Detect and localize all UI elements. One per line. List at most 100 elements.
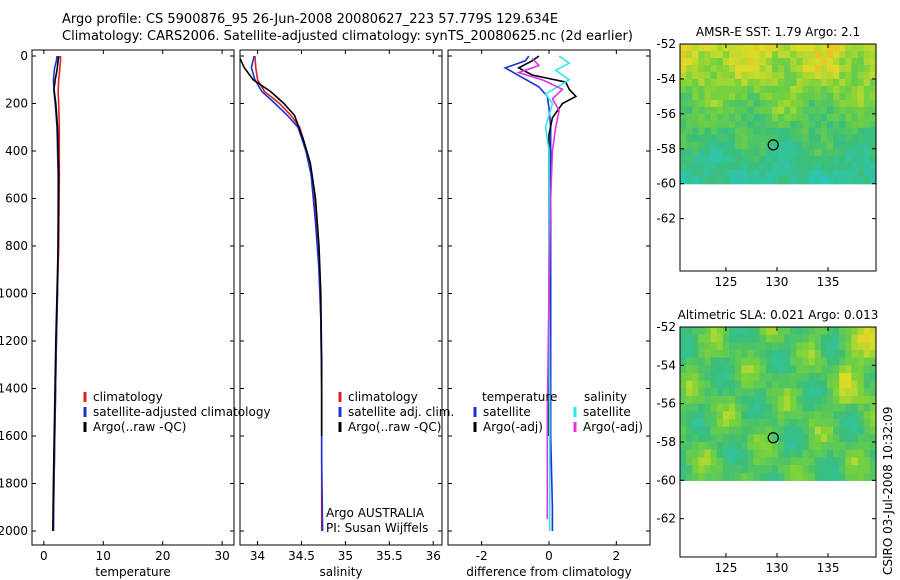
amsr_sst-heat-cell <box>680 169 687 178</box>
altimetric_sla-heat-cell <box>857 457 865 466</box>
altimetric_sla-heat-cell <box>802 357 810 366</box>
altimetric_sla-heat-cell <box>729 334 736 343</box>
amsr_sst-heat-cell <box>784 134 791 143</box>
amsr_sst-heat-cell <box>729 92 736 101</box>
altimetric_sla-heat-cell <box>845 373 853 382</box>
amsr_sst-heat-cell <box>771 169 779 178</box>
altimetric_sla-heat-cell <box>759 334 767 343</box>
altimetric_sla-heat-cell <box>827 396 834 405</box>
depth-tick-label-400: 400 <box>5 144 28 158</box>
altimetric_sla-heat-cell <box>863 380 871 389</box>
altimetric_sla-heat-cell <box>735 388 742 397</box>
amsr_sst-heat-cell <box>686 141 693 150</box>
amsr_sst-heat-cell <box>802 155 810 164</box>
altimetric_sla-heat-cell <box>869 373 877 382</box>
altimetric_sla-heat-cell <box>710 373 718 382</box>
altimetric_sla-heat-cell <box>820 380 828 389</box>
altimetric_sla-heat-cell <box>814 434 822 443</box>
amsr_sst-heat-cell <box>753 106 761 115</box>
amsr_sst-heat-cell <box>796 141 804 150</box>
amsr_sst-heat-cell <box>704 92 712 101</box>
amsr_sst-heat-cell <box>790 141 797 150</box>
altimetric_sla-heat-cell <box>790 373 797 382</box>
amsr_sst-heat-cell <box>863 120 871 129</box>
amsr_sst-heat-cell <box>710 50 718 59</box>
amsr_sst-heat-cell <box>802 78 810 87</box>
altimetric_sla-heat-cell <box>722 403 730 412</box>
amsr_sst-heat-cell <box>869 50 877 59</box>
amsr_sst-heat-cell <box>808 141 816 150</box>
amsr_sst-heat-cell <box>857 148 865 157</box>
altimetric_sla-heat-cell <box>729 350 736 359</box>
altimetric_sla-heat-cell <box>686 411 693 420</box>
altimetric_sla-heat-cell <box>771 465 779 474</box>
altimetric_sla-heat-cell <box>716 327 724 336</box>
altimetric_sla-heat-cell <box>741 350 748 359</box>
altimetric_sla-heat-cell <box>784 388 791 397</box>
altimetric_sla-heat-cell <box>814 472 822 481</box>
amsr_sst-heat-cell <box>680 99 687 108</box>
amsr_sst-heat-cell <box>857 71 865 80</box>
amsr_sst-heat-cell <box>851 134 859 143</box>
amsr_sst-heat-cell <box>820 78 828 87</box>
altimetric_sla-heat-cell <box>833 365 840 374</box>
altimetric_sla-heat-cell <box>771 403 779 412</box>
altimetric_sla-heat-cell <box>784 411 791 420</box>
amsr_sst-heat-cell <box>784 64 791 73</box>
altimetric_sla-heat-cell <box>833 411 840 420</box>
amsr_sst-heat-cell <box>790 127 797 136</box>
altimetric_sla-heat-cell <box>741 434 748 443</box>
amsr_sst-heat-cell <box>753 92 761 101</box>
amsr_sst-heat-cell <box>827 169 834 178</box>
amsr_sst-heat-cell <box>814 169 822 178</box>
amsr_sst-heat-cell <box>765 113 773 122</box>
altimetric_sla-heat-cell <box>814 396 822 405</box>
altimetric_sla-heat-cell <box>753 434 761 443</box>
amsr_sst-heat-cell <box>759 162 767 171</box>
altimetric_sla-heat-cell <box>729 472 736 481</box>
altimetric_sla-heat-cell <box>704 442 712 451</box>
altimetric_sla-heat-cell <box>722 457 730 466</box>
altimetric_sla-heat-cell <box>833 334 840 343</box>
amsr_sst-heat-cell <box>698 57 706 66</box>
altimetric_sla-heat-cell <box>845 465 853 474</box>
altimetric_sla-heat-cell <box>790 472 797 481</box>
altimetric_sla-lon-label-125: 125 <box>714 561 737 575</box>
amsr_sst-heat-cell <box>729 113 736 122</box>
amsr_sst-heat-cell <box>778 127 785 136</box>
amsr_sst-heat-cell <box>692 50 699 59</box>
altimetric_sla-heat-cell <box>778 342 785 351</box>
altimetric_sla-heat-cell <box>759 342 767 351</box>
amsr_sst-heat-cell <box>808 99 816 108</box>
amsr_sst-heat-cell <box>845 92 853 101</box>
amsr_sst-heat-cell <box>716 134 724 143</box>
altimetric_sla-heat-cell <box>722 419 730 428</box>
altimetric_sla-heat-cell <box>808 373 816 382</box>
altimetric_sla-heat-cell <box>722 472 730 481</box>
altimetric_sla-heat-cell <box>759 419 767 428</box>
altimetric_sla-heat-cell <box>863 457 871 466</box>
altimetric_sla-heat-cell <box>802 442 810 451</box>
amsr_sst-heat-cell <box>796 64 804 73</box>
altimetric_sla-heat-cell <box>686 465 693 474</box>
amsr_sst-heat-cell <box>863 155 871 164</box>
altimetric_sla-heat-cell <box>796 327 804 336</box>
altimetric_sla-heat-cell <box>698 365 706 374</box>
amsr_sst-heat-cell <box>710 162 718 171</box>
amsr_sst-heat-cell <box>827 78 834 87</box>
altimetric_sla-heat-cell <box>851 380 859 389</box>
altimetric_sla-heat-cell <box>716 334 724 343</box>
altimetric_sla-heat-cell <box>820 388 828 397</box>
altimetric_sla-heat-cell <box>698 350 706 359</box>
altimetric_sla-heat-cell <box>716 449 724 458</box>
altimetric_sla-heat-cell <box>839 380 846 389</box>
amsr_sst-heat-cell <box>692 106 699 115</box>
amsr_sst-heat-cell <box>698 78 706 87</box>
amsr_sst-heat-cell <box>704 64 712 73</box>
altimetric_sla-heat-cell <box>827 380 834 389</box>
amsr_sst-heat-cell <box>753 78 761 87</box>
altimetric_sla-heat-cell <box>753 403 761 412</box>
altimetric_sla-heat-cell <box>716 342 724 351</box>
amsr_sst-heat-cell <box>704 120 712 129</box>
altimetric_sla-heat-cell <box>820 434 828 443</box>
